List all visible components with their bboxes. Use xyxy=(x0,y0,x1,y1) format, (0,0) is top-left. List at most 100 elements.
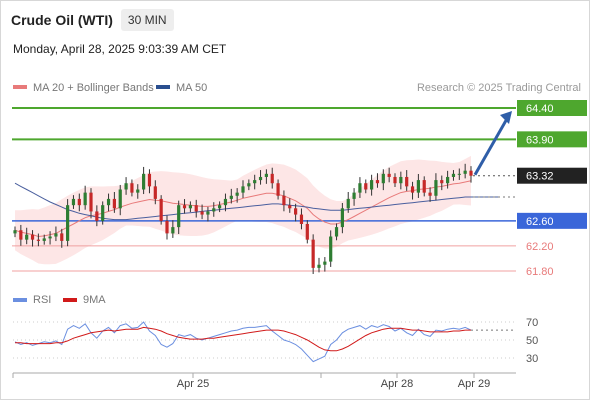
candle-body xyxy=(416,180,420,193)
candle-body xyxy=(299,214,304,224)
candle-body xyxy=(36,239,40,241)
candle-body xyxy=(71,198,76,206)
candle-body xyxy=(323,261,327,265)
rsi-legend: RSI 9MA xyxy=(13,294,106,306)
ma20-legend-swatch xyxy=(13,85,27,89)
candle-body xyxy=(346,198,350,209)
candle-body xyxy=(77,198,81,206)
candle-body xyxy=(25,234,29,240)
candle-body xyxy=(253,180,257,184)
candle-body xyxy=(66,205,70,241)
candle-body xyxy=(451,173,456,177)
candle-body xyxy=(387,173,391,177)
candle-body xyxy=(124,183,128,190)
chart-header: Crude Oil (WTI) 30 MIN xyxy=(11,7,174,33)
credit-text: Research © 2025 Trading Central xyxy=(417,82,581,94)
candle-body xyxy=(410,186,415,193)
candle-body xyxy=(370,180,374,190)
level-badge-63-32 xyxy=(517,167,587,184)
candle-body xyxy=(457,173,461,175)
candle-body xyxy=(223,198,228,206)
rsi-panel: 30 50 70 xyxy=(13,317,538,365)
level-label-61-80: 61.80 xyxy=(526,266,554,278)
candle-body xyxy=(112,198,116,209)
bollinger-band xyxy=(15,155,471,265)
time-label: Apr 25 xyxy=(177,378,209,390)
candle-body xyxy=(159,198,163,221)
candle-body xyxy=(106,198,111,206)
candle-body xyxy=(60,233,64,241)
candle-body xyxy=(130,183,134,193)
rsi-tick-50: 50 xyxy=(526,335,538,347)
candle-body xyxy=(440,180,444,184)
level-labels: 64.40 63.90 63.32 62.60 62.20 61.80 xyxy=(517,100,587,278)
time-label: Apr 28 xyxy=(381,378,413,390)
rsi-tick-30: 30 xyxy=(526,353,538,365)
candle-body xyxy=(393,176,397,184)
timeframe-badge[interactable]: 30 MIN xyxy=(120,9,174,31)
level-badge-62-60 xyxy=(517,212,587,229)
candle-body xyxy=(358,183,362,193)
level-label-64-40: 64.40 xyxy=(526,103,554,115)
level-badge-63-90 xyxy=(517,131,587,148)
candle-body xyxy=(434,180,438,196)
candle-body xyxy=(48,236,52,239)
candle-body xyxy=(83,192,87,206)
candle-body xyxy=(258,176,263,181)
rsi-legend-swatch xyxy=(13,298,27,302)
candle-body xyxy=(19,230,23,240)
candle-body xyxy=(136,189,140,193)
candle-body xyxy=(469,170,473,176)
time-axis: Apr 25 Apr 28 Apr 29 xyxy=(12,372,516,390)
forecast-arrow-head xyxy=(500,111,512,124)
candle-body xyxy=(30,234,35,240)
ma50-legend-label: MA 50 xyxy=(176,82,207,94)
candle-body xyxy=(142,173,146,190)
candle-body xyxy=(188,205,192,209)
price-levels xyxy=(12,107,516,272)
candle-body xyxy=(247,183,251,187)
candle-body xyxy=(95,211,99,221)
candle-body xyxy=(229,195,233,199)
candle-body xyxy=(375,180,380,184)
candle-body xyxy=(206,211,210,215)
candle-body xyxy=(288,205,292,209)
chart-datetime: Monday, April 28, 2025 9:03:39 AM CET xyxy=(13,42,227,56)
candle-body xyxy=(218,205,222,209)
candle-body xyxy=(334,227,339,237)
rsi-ma-line xyxy=(15,326,471,352)
candle-body xyxy=(364,183,368,190)
rsi-tick-70: 70 xyxy=(526,317,538,329)
candle-body xyxy=(311,239,315,268)
candle-body xyxy=(317,264,321,268)
candle-body xyxy=(153,186,157,199)
candle-body xyxy=(54,233,58,237)
level-label-62-20: 62.20 xyxy=(526,241,554,253)
candle-body xyxy=(177,205,181,228)
level-label-63-90: 63.90 xyxy=(526,134,554,146)
forecast-arrow-shaft xyxy=(473,116,510,176)
ma20-legend-label: MA 20 + Bollinger Bands xyxy=(33,82,154,94)
candle-body xyxy=(182,205,187,209)
candle-body xyxy=(194,205,198,212)
level-label-62-60: 62.60 xyxy=(526,216,554,228)
candle-body xyxy=(294,208,298,215)
candle-body xyxy=(428,192,432,196)
target-arrow xyxy=(473,111,512,176)
price-legend: MA 20 + Bollinger Bands MA 50 Research ©… xyxy=(13,82,581,94)
candle-body xyxy=(405,176,409,187)
candle-body xyxy=(118,189,122,209)
candle-body xyxy=(89,192,93,212)
candle-body xyxy=(42,238,46,241)
candle-body xyxy=(270,173,274,184)
instrument-title: Crude Oil (WTI) xyxy=(11,12,113,28)
candle-body xyxy=(147,173,152,187)
rsi-ma-legend-label: 9MA xyxy=(83,294,106,306)
rsi-line xyxy=(14,321,472,363)
candle-body xyxy=(381,173,385,184)
candle-body xyxy=(241,186,245,193)
ma50-legend-swatch xyxy=(156,85,170,89)
candle-body xyxy=(329,236,333,262)
